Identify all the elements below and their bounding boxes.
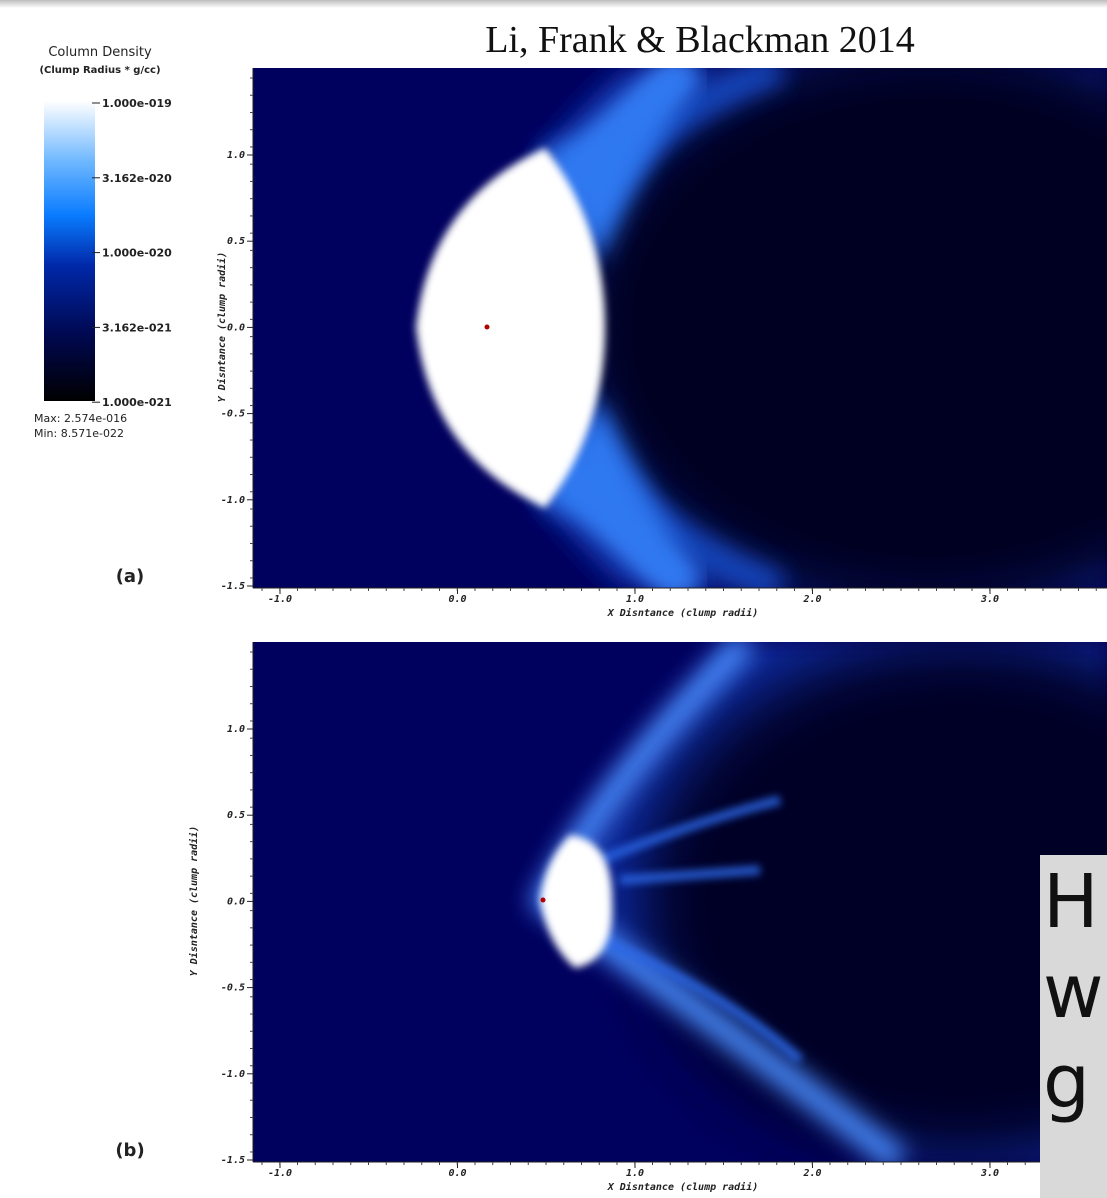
colorbar-title: Column Density: [48, 45, 152, 60]
y-axis-label: Y Disntance (clump radii): [216, 252, 228, 403]
colorbar-tick-label: 1.000e-021: [102, 396, 172, 409]
colorbar-min: Min: 8.571e-022: [34, 427, 124, 440]
overlay-line: g: [1043, 1039, 1090, 1125]
colorbar-max: Max: 2.574e-016: [34, 412, 127, 425]
x-tick-label: 1.0: [626, 1168, 644, 1179]
top-border: [0, 0, 1107, 8]
y-tick-label: -1.5: [221, 1155, 245, 1166]
x-tick-label: 3.0: [980, 1168, 999, 1179]
x-axis-label: X Disntance (clump radii): [607, 607, 759, 619]
y-tick-label: -1.0: [221, 1069, 245, 1080]
simulation-image-a: [253, 37, 1107, 617]
panel-label: (b): [115, 1140, 144, 1161]
title: Li, Frank & Blackman 2014: [485, 19, 915, 61]
page: Li, Frank & Blackman 2014 Column Density…: [0, 0, 1107, 1198]
x-tick-label: 0.0: [448, 594, 466, 605]
x-tick-label: -1.0: [268, 1168, 292, 1179]
x-tick-label: 0.0: [448, 1168, 466, 1179]
y-tick-label: -1.0: [221, 495, 245, 506]
colorbar-tick-label: 3.162e-020: [102, 172, 172, 185]
y-axis-label: Y Disntance (clump radii): [188, 826, 200, 977]
simulation-image-b: [253, 640, 1107, 1162]
y-tick-label: 0.5: [227, 236, 245, 247]
colorbar-units: (Clump Radius * g/cc): [39, 65, 160, 76]
x-tick-label: 3.0: [980, 594, 999, 605]
colorbar-ticks: 1.000e-019 3.162e-020 1.000e-020 3.162e-021…: [92, 97, 172, 409]
colorbar-tick-label: 1.000e-019: [102, 97, 172, 110]
colorbar-tick-label: 1.000e-020: [102, 247, 172, 260]
overlay-line: H: [1043, 859, 1099, 945]
y-tick-label: 0.5: [227, 810, 245, 821]
y-tick-label: 0.0: [227, 322, 245, 333]
x-axis-label: X Disntance (clump radii): [607, 1181, 759, 1193]
y-tick-label: -0.5: [221, 983, 245, 994]
x-tick-label: 1.0: [626, 594, 644, 605]
y-tick-label: -0.5: [221, 409, 245, 420]
y-tick-label: -1.5: [221, 581, 245, 592]
y-tick-label: 0.0: [227, 896, 245, 907]
panel-label: (a): [116, 566, 145, 587]
x-tick-label: -1.0: [268, 594, 292, 605]
x-tick-label: 2.0: [802, 1168, 821, 1179]
y-tick-label: 1.0: [227, 150, 245, 161]
overlay-line: w: [1043, 949, 1104, 1035]
y-tick-label: 1.0: [227, 724, 245, 735]
colorbar-tick-label: 3.162e-021: [102, 321, 172, 334]
x-tick-label: 2.0: [802, 594, 821, 605]
colorbar: [44, 101, 95, 401]
